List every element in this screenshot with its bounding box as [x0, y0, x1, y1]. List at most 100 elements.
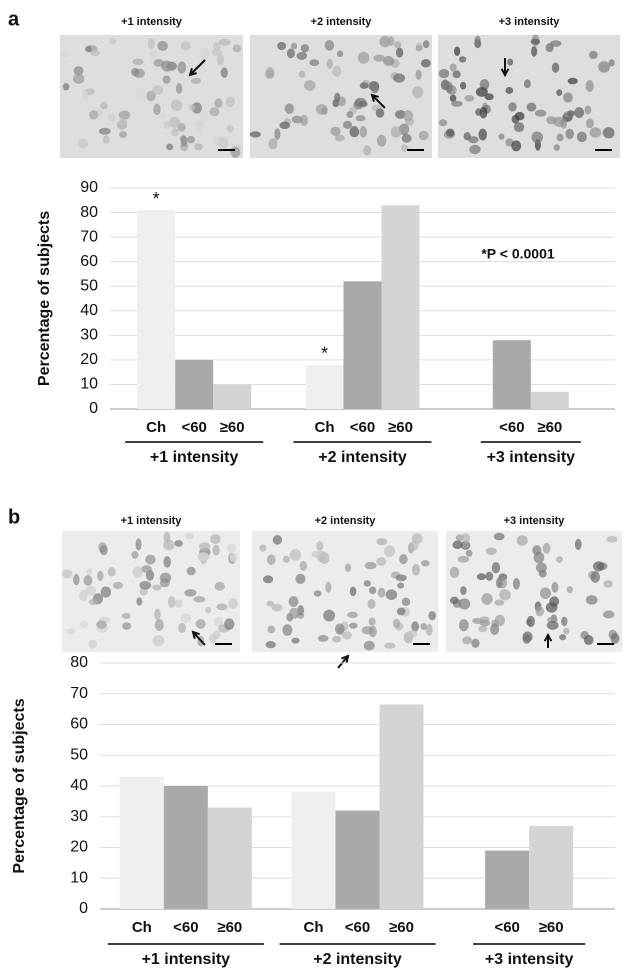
y-axis-label: Percentage of subjects [36, 211, 53, 386]
cell-nucleus [313, 590, 322, 597]
cell-nucleus [107, 113, 117, 122]
cell-nucleus [565, 128, 574, 140]
cell-nucleus [535, 606, 544, 617]
cell-nucleus [334, 92, 341, 103]
cell-nucleus [359, 101, 368, 108]
cell-nucleus [347, 611, 358, 619]
cell-nucleus [85, 45, 92, 53]
cell-nucleus [286, 48, 295, 59]
cell-nucleus [226, 543, 237, 554]
cell-nucleus [73, 73, 85, 84]
cell-nucleus [499, 589, 511, 601]
cell-nucleus [498, 133, 505, 140]
cell-nucleus [479, 106, 488, 119]
cell-nucleus [551, 581, 559, 593]
cell-nucleus [412, 86, 424, 99]
cell-nucleus [168, 116, 181, 128]
cell-nucleus [267, 625, 276, 634]
image-caption: +2 intensity [311, 16, 373, 28]
cell-nucleus [458, 619, 469, 632]
arrow-head [191, 630, 200, 640]
cell-nucleus [334, 134, 345, 142]
cell-nucleus [465, 549, 473, 557]
cell-nucleus [317, 634, 329, 642]
cell-nucleus [474, 35, 481, 46]
cell-nucleus [534, 109, 547, 117]
y-tick-label: 80 [70, 654, 88, 671]
y-tick-label: 50 [70, 746, 88, 763]
cell-nucleus [199, 542, 211, 551]
cell-nucleus [323, 609, 336, 622]
y-tick-label: 0 [89, 400, 98, 417]
cell-nucleus [210, 533, 221, 544]
cell-nucleus [279, 121, 290, 130]
cell-nucleus [523, 79, 531, 89]
cell-nucleus [226, 125, 234, 133]
cell-nucleus [297, 605, 305, 616]
cell-nucleus [584, 105, 592, 115]
bar-group-label: <60 [173, 919, 198, 936]
cell-nucleus [574, 107, 585, 119]
cell-nucleus [184, 589, 197, 597]
cell-nucleus [157, 40, 168, 52]
cell-nucleus [368, 617, 376, 626]
bar [305, 364, 344, 409]
cell-nucleus [598, 61, 610, 73]
cell-nucleus [574, 538, 582, 551]
cell-nucleus [147, 37, 155, 50]
cell-nucleus [83, 575, 93, 586]
cell-nucleus [195, 619, 206, 629]
cell-nucleus [532, 545, 542, 556]
cell-nucleus [507, 58, 514, 66]
cell-nucleus [98, 127, 111, 135]
cell-nucleus [175, 83, 183, 94]
y-tick-label: 40 [80, 302, 98, 319]
cell-nucleus [291, 115, 303, 124]
cell-nucleus [553, 144, 560, 151]
cell-nucleus [289, 607, 299, 619]
cell-nucleus [216, 603, 228, 611]
cell-nucleus [194, 143, 203, 151]
cell-nucleus [393, 73, 406, 83]
bar [343, 281, 382, 409]
x-category-label: +2 intensity [318, 449, 407, 466]
y-tick-label: 20 [80, 351, 98, 368]
cell-nucleus [136, 597, 143, 606]
cell-nucleus [563, 92, 573, 103]
cell-nucleus [277, 41, 287, 51]
cell-nucleus [152, 85, 164, 95]
x-category-label: +3 intensity [485, 951, 574, 968]
cell-nucleus [376, 557, 387, 566]
panel-label: a [8, 8, 20, 30]
cell-nucleus [445, 128, 455, 137]
cell-nucleus [370, 81, 380, 94]
cell-nucleus [198, 110, 209, 119]
cell-nucleus [288, 596, 299, 607]
cell-nucleus [97, 570, 104, 582]
cell-nucleus [163, 556, 171, 568]
cell-nucleus [452, 540, 463, 550]
cell-nucleus [186, 135, 196, 144]
cell-nucleus [428, 611, 436, 621]
cell-nucleus [135, 538, 142, 551]
cell-nucleus [576, 131, 587, 143]
cell-nucleus [549, 596, 560, 607]
cell-nucleus [412, 563, 420, 576]
y-axis-label: Percentage of subjects [11, 698, 28, 873]
cell-nucleus [296, 52, 308, 60]
cell-nucleus [390, 125, 402, 138]
cell-nucleus [585, 80, 594, 93]
arrow-head [341, 654, 350, 664]
cell-nucleus [449, 63, 457, 72]
cell-nucleus [180, 613, 192, 624]
cell-nucleus [363, 145, 372, 156]
cell-nucleus [167, 596, 176, 608]
cell-nucleus [495, 577, 503, 589]
cell-nucleus [556, 89, 563, 97]
cell-nucleus [471, 638, 480, 648]
cell-nucleus [316, 541, 324, 551]
cell-nucleus [185, 532, 195, 540]
cell-nucleus [212, 544, 220, 556]
cell-nucleus [309, 59, 320, 66]
cell-nucleus [375, 108, 385, 118]
